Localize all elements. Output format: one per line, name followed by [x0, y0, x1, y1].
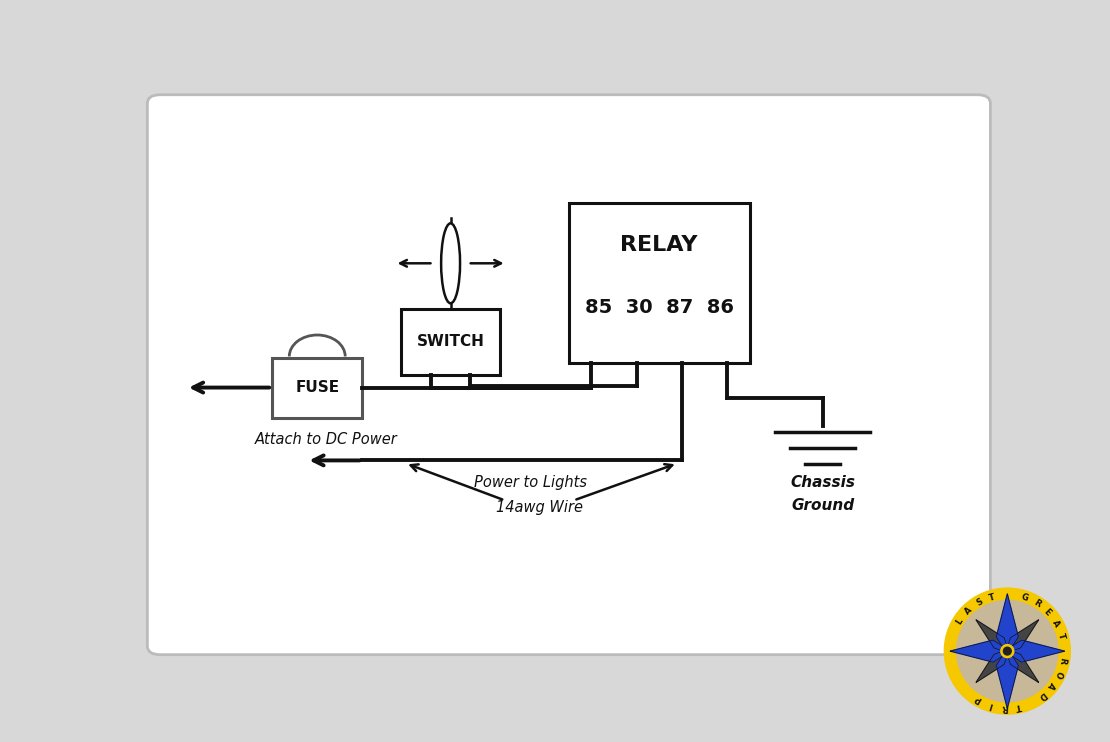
Text: A: A [1050, 618, 1061, 628]
Text: P: P [973, 694, 983, 704]
Polygon shape [997, 648, 1018, 708]
Polygon shape [1005, 649, 1039, 683]
Polygon shape [976, 649, 1010, 683]
Text: I: I [988, 700, 993, 709]
Text: R: R [1058, 657, 1068, 665]
Circle shape [1001, 645, 1013, 657]
Text: R: R [1032, 598, 1042, 609]
Text: RELAY: RELAY [620, 235, 698, 255]
Text: SWITCH: SWITCH [416, 335, 485, 349]
FancyBboxPatch shape [148, 95, 990, 654]
Circle shape [1003, 647, 1011, 655]
Text: Power to Lights: Power to Lights [474, 475, 587, 490]
Text: T: T [1015, 701, 1021, 711]
Text: Chassis: Chassis [790, 475, 855, 490]
Polygon shape [950, 640, 1010, 662]
Polygon shape [1005, 640, 1064, 662]
Bar [272, 358, 362, 418]
Text: T: T [988, 592, 996, 603]
Text: L: L [955, 617, 966, 626]
Polygon shape [976, 620, 1010, 654]
Text: 85  30  87  86: 85 30 87 86 [585, 298, 734, 317]
Text: Ground: Ground [791, 498, 855, 513]
Ellipse shape [441, 223, 460, 303]
Text: D: D [1036, 689, 1047, 700]
Text: E: E [1042, 607, 1052, 617]
Polygon shape [1005, 620, 1039, 654]
Text: R: R [1001, 702, 1008, 712]
Text: S: S [975, 597, 985, 608]
Polygon shape [997, 594, 1018, 654]
Text: G: G [1020, 593, 1029, 603]
Text: FUSE: FUSE [295, 380, 340, 395]
Text: A: A [963, 605, 973, 617]
Bar [401, 309, 500, 375]
Circle shape [957, 600, 1058, 702]
Text: 14awg Wire: 14awg Wire [496, 500, 583, 516]
Text: A: A [1046, 680, 1057, 691]
Text: T: T [1056, 631, 1066, 640]
Text: O: O [1052, 669, 1063, 679]
Text: Attach to DC Power: Attach to DC Power [254, 432, 397, 447]
Circle shape [945, 588, 1070, 714]
Bar [568, 203, 749, 364]
